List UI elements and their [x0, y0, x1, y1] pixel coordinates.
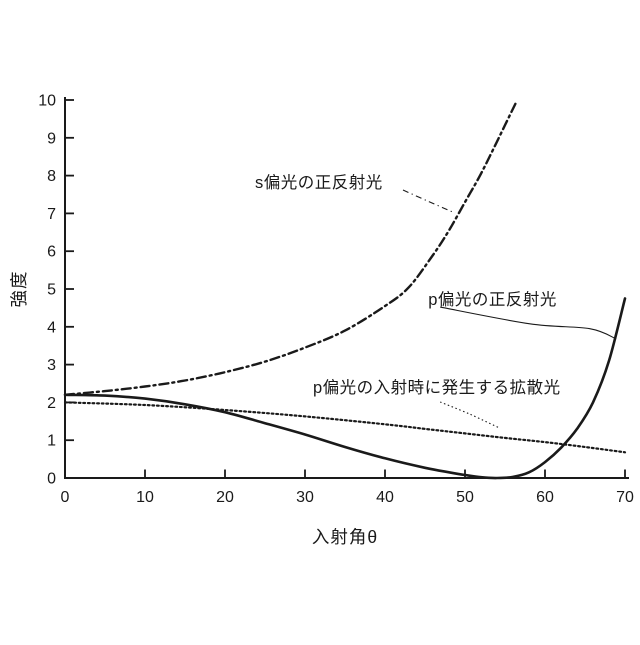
- x-tick-label: 50: [456, 489, 474, 506]
- x-tick-label: 70: [616, 489, 634, 506]
- annotation-p-diffuse-label-leader: [439, 401, 500, 429]
- y-tick-label: 4: [47, 319, 56, 336]
- axis-lines: [64, 97, 629, 479]
- y-tick-label: 1: [47, 433, 56, 450]
- x-tick-label: 30: [296, 489, 314, 506]
- series-p-diffuse-curve: [63, 401, 627, 454]
- y-tick-label: 10: [38, 93, 56, 110]
- series-p-specular-curve: [63, 297, 627, 480]
- x-tick-label: 20: [216, 489, 234, 506]
- x-axis-title: 入射角θ: [312, 527, 378, 547]
- y-tick-label: 7: [47, 206, 56, 223]
- annotation-p-specular-label-leader: [440, 306, 617, 340]
- y-tick-label: 6: [47, 244, 56, 261]
- y-tick-label: 0: [47, 471, 56, 488]
- x-tick-label: 40: [376, 489, 394, 506]
- x-tick-label: 60: [536, 489, 554, 506]
- y-tick-label: 3: [47, 357, 56, 374]
- annotation-p-diffuse-label: p偏光の入射時に発生する拡散光: [313, 378, 561, 397]
- annotation-s-specular-label-leader: [402, 189, 456, 214]
- y-axis-title: 強度: [9, 271, 29, 308]
- x-tick-label: 0: [61, 489, 70, 506]
- annotation-p-specular-label: p偏光の正反射光: [428, 290, 557, 309]
- y-tick-label: 8: [47, 168, 56, 185]
- annotation-s-specular-label: s偏光の正反射光: [255, 173, 383, 192]
- y-tick-label: 2: [47, 395, 56, 412]
- y-tick-label: 9: [47, 130, 56, 147]
- y-tick-label: 5: [47, 282, 56, 299]
- x-tick-label: 10: [136, 489, 154, 506]
- series-s-specular-curve: [63, 102, 517, 396]
